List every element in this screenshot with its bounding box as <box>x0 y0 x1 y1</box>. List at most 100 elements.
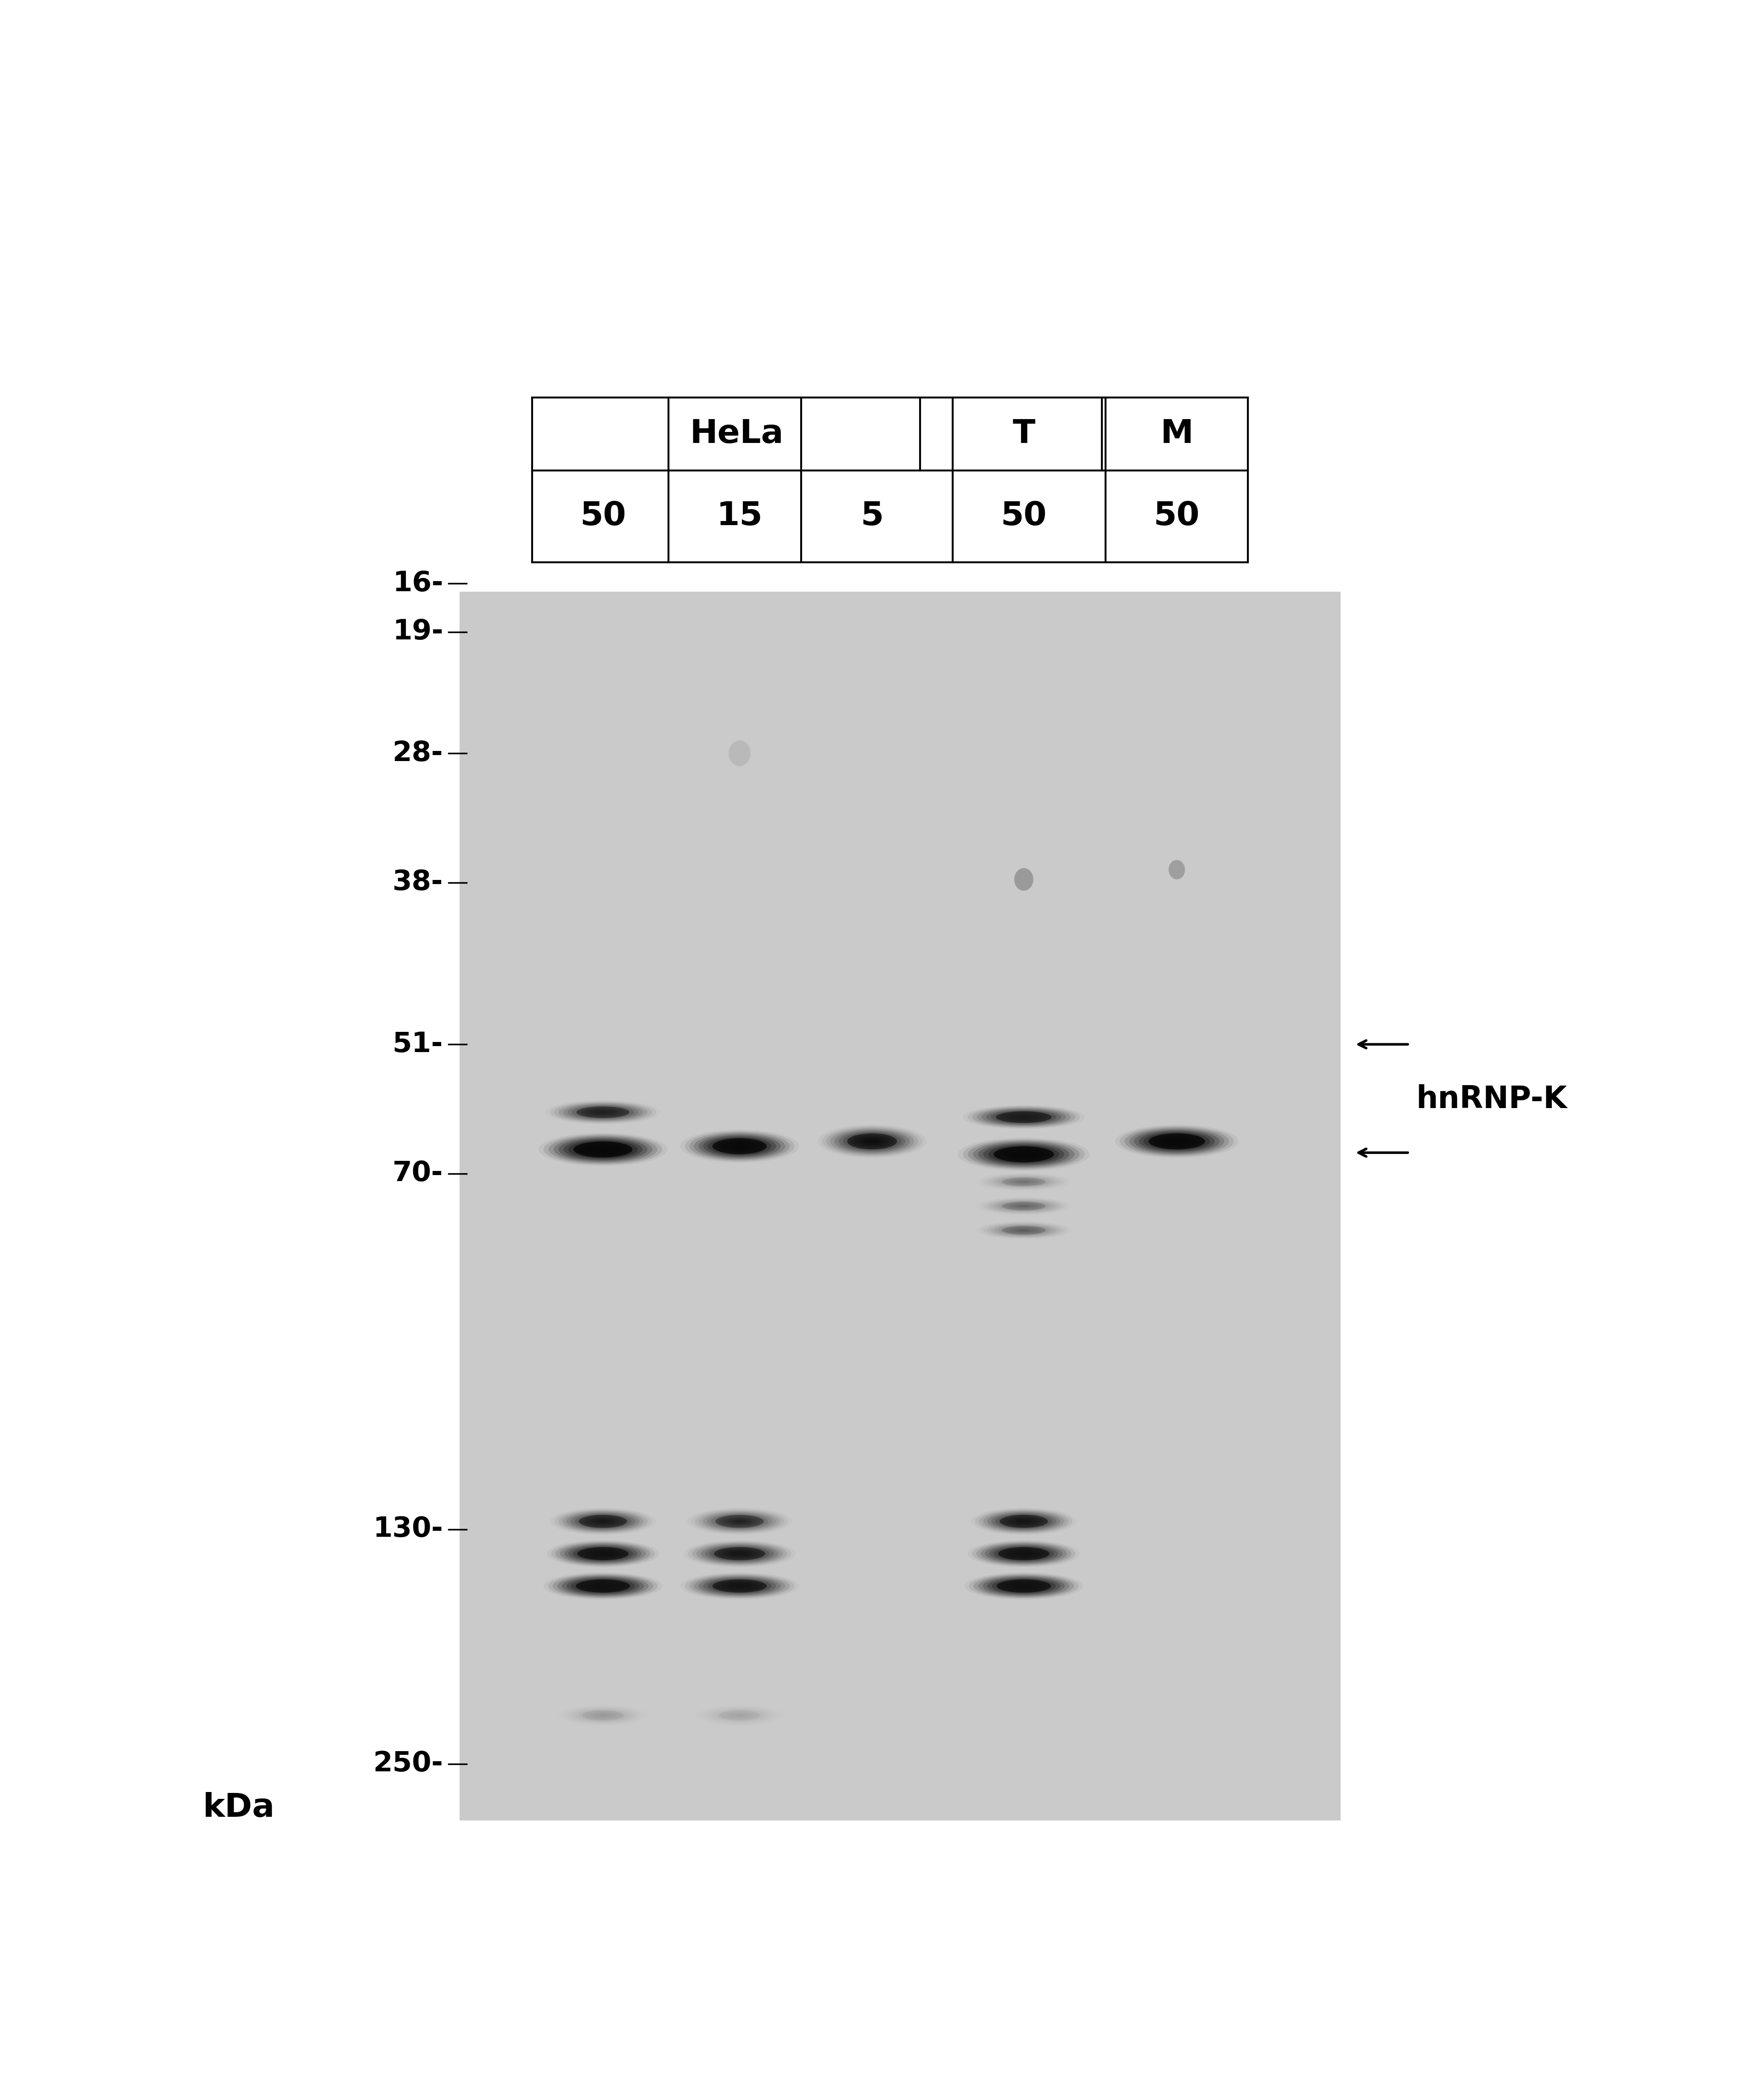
Ellipse shape <box>970 1573 1079 1598</box>
Ellipse shape <box>1001 1201 1045 1210</box>
Circle shape <box>1169 861 1185 880</box>
Ellipse shape <box>978 1142 1070 1166</box>
Ellipse shape <box>723 1550 756 1558</box>
Ellipse shape <box>696 1544 783 1564</box>
Ellipse shape <box>1001 1581 1047 1592</box>
Ellipse shape <box>1000 1514 1049 1527</box>
Ellipse shape <box>585 1711 621 1720</box>
Ellipse shape <box>714 1548 765 1560</box>
Ellipse shape <box>723 1711 756 1720</box>
Ellipse shape <box>996 1579 1051 1592</box>
Ellipse shape <box>989 1144 1060 1163</box>
Ellipse shape <box>573 1142 633 1157</box>
Ellipse shape <box>582 1548 624 1558</box>
Ellipse shape <box>980 1544 1067 1564</box>
Ellipse shape <box>994 1546 1054 1560</box>
Ellipse shape <box>1012 1228 1035 1233</box>
Ellipse shape <box>730 1144 749 1149</box>
Ellipse shape <box>578 1709 628 1722</box>
Ellipse shape <box>719 1711 760 1720</box>
Ellipse shape <box>585 1550 621 1558</box>
Ellipse shape <box>994 1147 1054 1161</box>
Text: 16-: 16- <box>393 569 443 596</box>
Ellipse shape <box>978 1575 1070 1596</box>
Ellipse shape <box>1172 1140 1181 1142</box>
Ellipse shape <box>1012 1180 1035 1184</box>
Ellipse shape <box>991 1224 1056 1237</box>
Ellipse shape <box>1008 1178 1038 1184</box>
Ellipse shape <box>1007 1550 1040 1558</box>
Ellipse shape <box>1014 1151 1033 1157</box>
Ellipse shape <box>973 1142 1074 1168</box>
Ellipse shape <box>732 1552 748 1556</box>
Ellipse shape <box>577 1107 629 1117</box>
Ellipse shape <box>860 1138 885 1144</box>
Ellipse shape <box>1012 1203 1035 1208</box>
Ellipse shape <box>719 1516 760 1527</box>
Ellipse shape <box>589 1147 617 1153</box>
Ellipse shape <box>712 1138 767 1155</box>
Ellipse shape <box>684 1132 795 1161</box>
Ellipse shape <box>1000 1113 1047 1121</box>
Ellipse shape <box>846 1134 897 1149</box>
Ellipse shape <box>703 1577 776 1594</box>
Circle shape <box>728 741 751 766</box>
Ellipse shape <box>582 1709 624 1720</box>
Ellipse shape <box>1120 1126 1234 1157</box>
Ellipse shape <box>1125 1128 1229 1155</box>
Ellipse shape <box>543 1134 663 1166</box>
Ellipse shape <box>710 1514 769 1529</box>
Ellipse shape <box>977 1541 1072 1564</box>
Ellipse shape <box>548 1136 658 1163</box>
Ellipse shape <box>700 1544 779 1562</box>
Ellipse shape <box>554 1136 652 1161</box>
Ellipse shape <box>968 1140 1079 1168</box>
Ellipse shape <box>1008 1203 1038 1210</box>
Ellipse shape <box>978 1510 1068 1533</box>
FancyBboxPatch shape <box>460 592 1342 1821</box>
Ellipse shape <box>592 1147 614 1153</box>
Ellipse shape <box>986 1544 1063 1562</box>
Ellipse shape <box>982 1577 1065 1596</box>
Text: M: M <box>1160 418 1194 449</box>
Ellipse shape <box>580 1581 626 1592</box>
Text: kDa: kDa <box>203 1791 275 1823</box>
Ellipse shape <box>571 1579 635 1594</box>
Ellipse shape <box>587 1516 619 1525</box>
Ellipse shape <box>564 1140 642 1159</box>
Ellipse shape <box>1017 1180 1031 1182</box>
Ellipse shape <box>562 1105 643 1121</box>
Ellipse shape <box>557 1575 649 1596</box>
Ellipse shape <box>1001 1178 1045 1186</box>
Ellipse shape <box>852 1134 894 1149</box>
Ellipse shape <box>1149 1134 1204 1149</box>
Ellipse shape <box>584 1144 622 1155</box>
Ellipse shape <box>987 1577 1060 1594</box>
Ellipse shape <box>996 1514 1053 1529</box>
Ellipse shape <box>996 1111 1053 1124</box>
Ellipse shape <box>848 1134 897 1149</box>
Ellipse shape <box>580 1107 626 1117</box>
Ellipse shape <box>594 1583 612 1588</box>
Ellipse shape <box>1017 1205 1031 1207</box>
Ellipse shape <box>712 1579 767 1592</box>
Ellipse shape <box>1010 1583 1037 1590</box>
Ellipse shape <box>975 1510 1072 1533</box>
Ellipse shape <box>573 1546 633 1560</box>
Ellipse shape <box>578 1514 628 1529</box>
Ellipse shape <box>578 1514 628 1527</box>
Ellipse shape <box>1153 1134 1201 1149</box>
Ellipse shape <box>827 1128 919 1155</box>
Ellipse shape <box>987 1224 1061 1237</box>
Ellipse shape <box>716 1514 763 1529</box>
Ellipse shape <box>994 1201 1053 1212</box>
Ellipse shape <box>1001 1548 1045 1558</box>
Ellipse shape <box>996 1579 1051 1592</box>
Ellipse shape <box>998 1201 1049 1212</box>
Ellipse shape <box>1017 1228 1031 1233</box>
Ellipse shape <box>718 1140 762 1153</box>
Ellipse shape <box>993 1147 1054 1161</box>
Ellipse shape <box>571 1107 635 1119</box>
Ellipse shape <box>716 1514 763 1527</box>
Ellipse shape <box>987 1512 1060 1531</box>
